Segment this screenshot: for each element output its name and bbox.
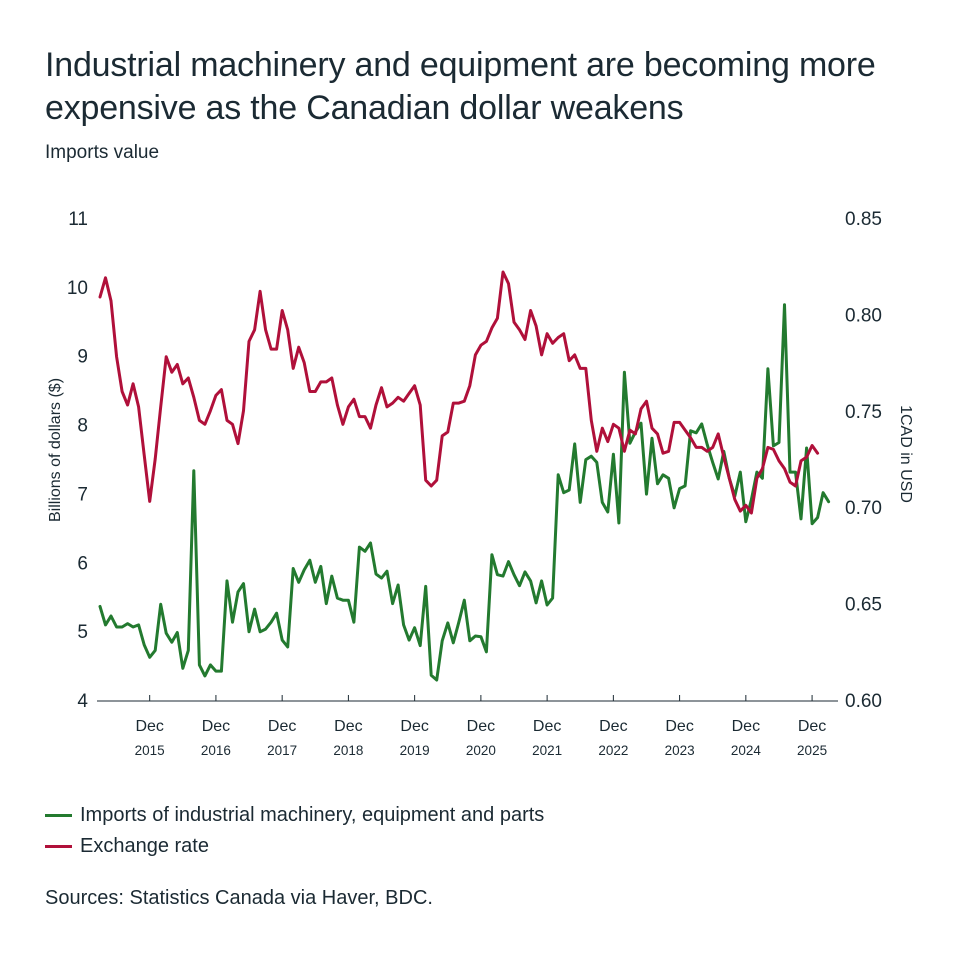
right-y-tick-label: 0.85 [845,209,882,230]
legend-label-imports: Imports of industrial machinery, equipme… [80,804,545,826]
right-y-tick-label: 0.80 [845,305,882,326]
x-tick-label-month: Dec [599,718,627,735]
left-y-tick-label: 9 [77,347,88,368]
x-tick-label-month: Dec [467,718,495,735]
right-y-tick-label: 0.70 [845,498,882,519]
imports-line [98,303,831,682]
left-y-axis-title: Billions of dollars ($) [47,378,64,522]
series-layer [98,270,831,682]
x-tick-label-year: 2022 [598,743,628,758]
x-tick-label-year: 2015 [135,743,165,758]
right-y-tick-label: 0.60 [845,691,882,712]
chart-title: Industrial machinery and equipment are b… [45,46,876,127]
right-y-axis-ticks: 0.60 0.65 0.70 0.75 0.80 0.85 [845,209,882,712]
left-y-tick-label: 6 [77,553,88,574]
legend-swatch-exchange-rate [45,845,72,848]
x-tick-label-month: Dec [135,718,163,735]
x-tick-label-year: 2019 [400,743,430,758]
x-tick-label-year: 2020 [466,743,496,758]
x-tick-label-year: 2016 [201,743,231,758]
x-tick-label-year: 2018 [333,743,363,758]
x-tick-label-month: Dec [334,718,362,735]
left-y-tick-label: 5 [77,622,88,643]
chart-subtitle: Imports value [45,142,160,163]
legend-swatch-imports [45,814,72,817]
series-imports [98,303,831,682]
x-tick-label-month: Dec [400,718,428,735]
x-tick-label-month: Dec [202,718,230,735]
right-y-tick-label: 0.65 [845,595,882,616]
x-tick-label-year: 2025 [797,743,827,758]
right-y-axis-title: 1CAD in USD [897,405,914,503]
left-y-axis-ticks: 4 5 6 7 8 9 10 11 [67,209,89,712]
x-tick-label-month: Dec [533,718,561,735]
x-tick-label-year: 2023 [665,743,695,758]
x-axis-ticks: Dec 2015 Dec 2016 Dec 2017 Dec 2018 Dec 2019 Dec 20… [135,695,827,758]
legend: Imports of industrial machinery, equipme… [45,800,544,862]
left-y-tick-label: 7 [77,484,88,505]
series-exchange-rate [98,270,820,515]
x-tick-label-year: 2021 [532,743,562,758]
left-y-tick-label: 10 [67,278,88,299]
x-tick-label-month: Dec [268,718,296,735]
exchange-rate-line [98,270,820,515]
left-y-tick-label: 11 [68,209,88,230]
x-tick-label-year: 2024 [731,743,762,758]
x-tick-label-month: Dec [798,718,826,735]
x-tick-label-month: Dec [732,718,760,735]
right-y-tick-label: 0.75 [845,402,882,423]
left-y-tick-label: 4 [77,691,88,712]
x-tick-label-year: 2017 [267,743,297,758]
left-y-tick-label: 8 [77,416,88,437]
legend-item-imports: Imports of industrial machinery, equipme… [45,800,544,831]
legend-label-exchange-rate: Exchange rate [80,835,209,857]
x-tick-label-month: Dec [665,718,693,735]
legend-item-exchange-rate: Exchange rate [45,831,544,862]
source-note: Sources: Statistics Canada via Haver, BD… [45,887,433,909]
